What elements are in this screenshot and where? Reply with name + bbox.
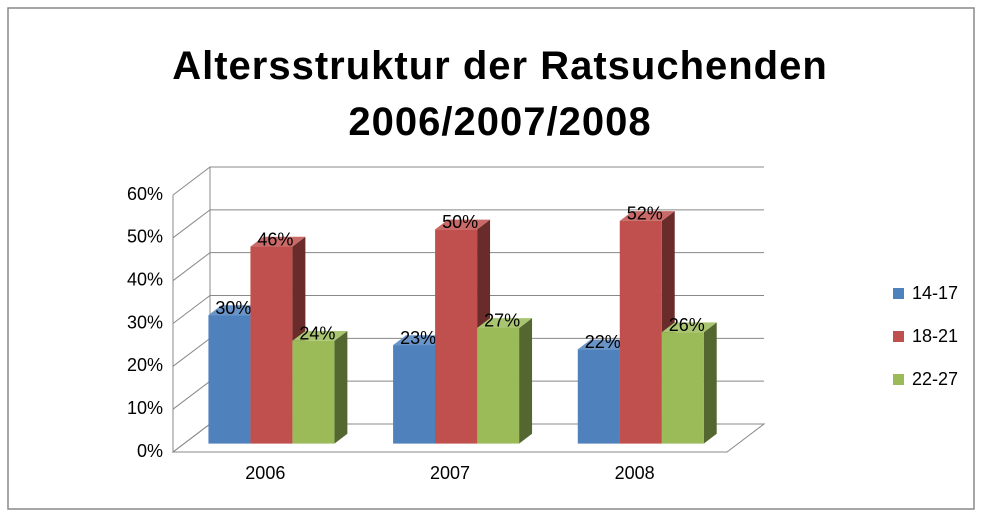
bar xyxy=(577,349,620,444)
bar-side xyxy=(334,331,348,444)
grid-line xyxy=(172,166,764,196)
data-label: 27% xyxy=(484,311,520,331)
data-label: 50% xyxy=(442,212,478,232)
legend-swatch xyxy=(893,331,904,342)
legend-swatch xyxy=(893,288,904,299)
grid-line xyxy=(172,252,764,282)
bar-top xyxy=(577,339,633,350)
bar xyxy=(477,327,520,444)
x-tick-label: 2008 xyxy=(615,463,655,483)
legend-label: 18-21 xyxy=(912,326,958,346)
chart-title: Altersstruktur der Ratsuchenden 2006/200… xyxy=(172,44,828,144)
grid-line xyxy=(172,209,764,239)
bar xyxy=(393,345,436,444)
legend-label: 14-17 xyxy=(912,283,958,303)
data-label: 23% xyxy=(400,328,436,348)
grid-line xyxy=(172,295,764,324)
bar-top xyxy=(292,331,348,341)
bar-top xyxy=(250,236,306,247)
bar-top xyxy=(435,219,491,230)
y-tick-label: 30% xyxy=(127,312,163,332)
legend-label: 22-27 xyxy=(912,369,958,389)
data-label: 52% xyxy=(627,204,663,224)
y-tick-label: 40% xyxy=(127,269,163,289)
data-label: 24% xyxy=(299,324,335,344)
bar xyxy=(435,229,478,444)
y-tick-label: 0% xyxy=(137,441,163,461)
y-tick-label: 50% xyxy=(127,227,163,247)
x-tick-label: 2007 xyxy=(430,463,470,483)
bar-top xyxy=(393,335,449,346)
data-label: 26% xyxy=(669,315,705,335)
legend-swatch xyxy=(893,374,904,385)
y-tick-label: 60% xyxy=(127,184,163,204)
bar xyxy=(661,332,704,444)
y-tick-label: 20% xyxy=(127,355,163,375)
bar xyxy=(619,220,662,444)
bar xyxy=(292,340,335,444)
bar-top xyxy=(661,322,717,333)
bar xyxy=(208,315,251,444)
bar xyxy=(250,246,293,444)
data-label: 22% xyxy=(585,332,621,352)
bar-side xyxy=(519,318,533,444)
y-tick-label: 10% xyxy=(127,398,163,418)
bar-top xyxy=(208,305,264,316)
bar-top xyxy=(477,318,533,328)
x-tick-label: 2006 xyxy=(245,463,285,483)
bar-side xyxy=(703,322,717,444)
data-label: 30% xyxy=(215,298,251,318)
bar-top xyxy=(619,211,675,221)
data-label: 46% xyxy=(257,229,293,249)
